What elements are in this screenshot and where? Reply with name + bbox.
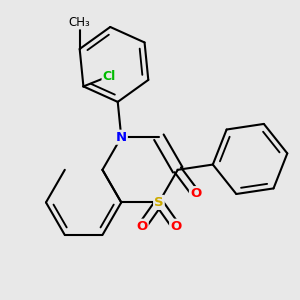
Text: O: O — [170, 220, 182, 233]
Text: O: O — [136, 220, 148, 233]
Text: N: N — [116, 131, 127, 144]
Text: CH₃: CH₃ — [69, 16, 91, 29]
Text: O: O — [190, 187, 201, 200]
Text: Cl: Cl — [103, 70, 116, 83]
Text: S: S — [154, 196, 164, 209]
